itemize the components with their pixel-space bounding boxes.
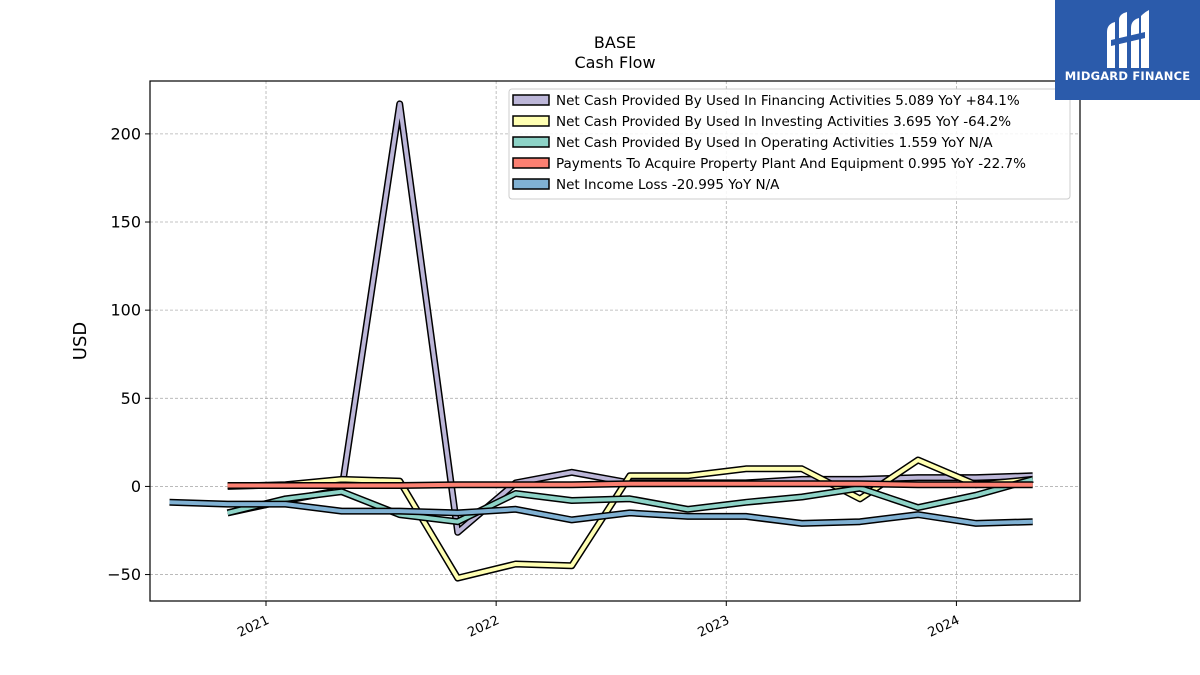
legend-swatch	[512, 157, 550, 169]
series-2	[227, 456, 1034, 582]
series-3	[226, 476, 1034, 526]
y-tick-label: −50	[107, 565, 141, 584]
y-tick-label: 50	[121, 389, 141, 408]
x-axis-ticks: 2021 2022 2023 2024	[235, 601, 962, 641]
legend-swatch	[512, 136, 550, 148]
legend-swatch	[512, 115, 550, 127]
series-line	[227, 481, 1033, 488]
chart-subtitle: Cash Flow	[574, 53, 655, 72]
series-line	[227, 477, 1034, 524]
legend: Net Cash Provided By Used In Financing A…	[508, 88, 1071, 200]
x-tick-label: 2023	[696, 613, 732, 641]
legend-label: Payments To Acquire Property Plant And E…	[556, 156, 1026, 172]
legend-box	[508, 88, 1071, 200]
y-tick-label: 200	[110, 124, 141, 143]
brand-name: MIDGARD FINANCE	[1064, 69, 1191, 83]
legend-swatch	[512, 94, 550, 106]
series-5	[169, 498, 1033, 527]
y-tick-label: 0	[131, 477, 141, 496]
plot-frame	[149, 80, 1081, 602]
chart-title: BASE	[594, 33, 636, 52]
legend-label: Net Cash Provided By Used In Operating A…	[556, 135, 993, 151]
y-axis-label: USD	[70, 322, 91, 360]
y-axis-ticks: −50 0 50 100 150 200	[107, 124, 150, 584]
midgard-logo-icon	[1107, 10, 1149, 68]
series-layer	[169, 100, 1034, 582]
legend-label: Net Cash Provided By Used In Investing A…	[556, 114, 1011, 130]
series-4	[227, 480, 1033, 489]
legend-swatch	[512, 178, 550, 190]
x-tick-label: 2021	[235, 613, 271, 641]
series-line	[169, 500, 1033, 526]
x-tick-label: 2022	[466, 613, 502, 641]
legend-label: Net Cash Provided By Used In Financing A…	[556, 93, 1020, 109]
series-line	[227, 458, 1033, 581]
y-tick-label: 100	[110, 301, 141, 320]
legend-label: Net Income Loss -20.995 YoY N/A	[556, 177, 780, 193]
x-tick-label: 2024	[926, 613, 962, 641]
brand-logo: MIDGARD FINANCE	[1055, 0, 1200, 100]
y-tick-label: 150	[110, 213, 141, 232]
